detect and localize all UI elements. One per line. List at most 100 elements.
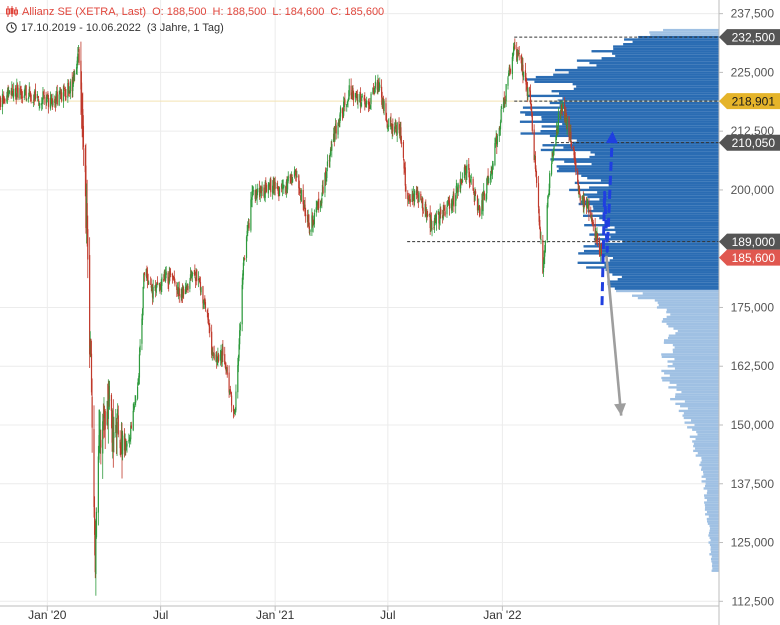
volume-profile-bar <box>672 348 719 351</box>
volume-profile-bar <box>710 557 719 561</box>
candle-body <box>298 187 301 190</box>
range-header: 17.10.2019 - 10.06.2022 (3 Jahre, 1 Tag) <box>6 22 230 34</box>
candle-body <box>347 99 349 102</box>
candle-body <box>277 186 279 190</box>
candle-body <box>529 90 532 104</box>
volume-profile-bar <box>701 475 719 478</box>
candle-body <box>23 95 25 98</box>
candle-body <box>389 118 391 127</box>
volume-profile-bar <box>608 221 719 225</box>
candle-body <box>177 288 179 297</box>
candle-body <box>19 88 21 99</box>
open-value: O: 188,500 <box>152 6 207 18</box>
candle-body <box>391 126 393 132</box>
candle-body <box>409 199 411 203</box>
candle-body <box>130 425 132 429</box>
candle-body <box>434 217 436 219</box>
candle-body <box>433 217 436 226</box>
candle-body <box>187 285 189 291</box>
candle-body <box>507 77 509 86</box>
candle-body <box>41 102 43 106</box>
candle-body <box>339 107 342 117</box>
candle-body <box>516 50 518 62</box>
volume-profile-bar <box>704 494 719 497</box>
candle-body <box>316 202 318 209</box>
candle-body <box>125 445 127 447</box>
candle-body <box>199 281 202 291</box>
volume-profile-bar <box>675 395 719 398</box>
volume-profile-bar <box>708 541 719 544</box>
volume-profile-bar <box>593 238 719 241</box>
volume-profile-bar <box>591 162 719 166</box>
candle-body <box>43 95 45 99</box>
candle-body <box>366 100 368 105</box>
candle-body <box>178 287 180 295</box>
candle-body <box>8 92 10 97</box>
candle-body <box>293 171 296 177</box>
volume-profile-bar <box>613 45 719 48</box>
candle-body <box>548 189 550 195</box>
candle-body <box>94 507 96 535</box>
candle-body <box>464 166 466 168</box>
volume-profile-bar <box>569 188 719 192</box>
range-span: (3 Jahre, 1 Tag) <box>146 22 224 34</box>
volume-profile-bar <box>589 186 719 189</box>
volume-profile-bar <box>661 376 719 380</box>
volume-profile-bar <box>594 242 719 246</box>
candle-body <box>117 409 119 416</box>
volume-profile-bar <box>605 268 719 272</box>
candle-body <box>346 104 348 108</box>
candle-body <box>308 214 310 226</box>
candle-body <box>98 435 100 460</box>
candle-body <box>339 114 341 124</box>
candle-body <box>504 99 507 101</box>
candle-body <box>527 87 529 97</box>
candle-body <box>260 190 263 193</box>
candle-body <box>387 127 389 130</box>
candle-body <box>4 99 6 101</box>
candle-body <box>239 330 241 345</box>
volume-profile-bar <box>599 247 719 250</box>
candle-body <box>251 191 253 201</box>
low-value: L: 184,600 <box>272 6 325 18</box>
volume-profile-bar <box>708 515 719 518</box>
candle-body <box>261 186 263 192</box>
candle-body <box>304 204 306 217</box>
candle-body <box>453 193 455 207</box>
candle-body <box>346 102 348 105</box>
candle-body <box>479 208 481 216</box>
candle-body <box>38 102 40 104</box>
candle-body <box>359 92 362 107</box>
volume-profile-bar <box>589 61 719 65</box>
volume-profile-bar <box>712 562 719 565</box>
candle-body <box>326 168 328 178</box>
volume-profile-bar <box>558 92 719 95</box>
candle-body <box>82 125 85 148</box>
candle-body <box>334 123 337 134</box>
candle-body <box>395 131 398 134</box>
candle-body <box>426 212 428 214</box>
candle-body <box>472 179 474 191</box>
candle-body <box>212 351 214 353</box>
candle-body <box>376 82 378 90</box>
candle-body <box>476 195 479 211</box>
candle-body <box>85 165 87 229</box>
volume-profile-bar <box>587 195 719 199</box>
volume-profile-bar <box>572 141 719 145</box>
candle-body <box>407 192 409 200</box>
candle-body <box>42 91 44 101</box>
candle-body <box>244 258 246 260</box>
candle-body <box>133 406 135 412</box>
volume-profile-bar <box>662 318 719 321</box>
volume-profile-bar <box>708 534 719 537</box>
candle-body <box>130 425 132 440</box>
volume-profile-bar <box>708 531 719 535</box>
candle-body <box>311 215 313 232</box>
candle-body <box>194 271 196 276</box>
volume-profile-bar <box>666 310 719 314</box>
candle-body <box>121 431 123 454</box>
volume-profile-bar <box>577 261 719 264</box>
candle-body <box>286 181 288 190</box>
candle-body <box>394 122 396 129</box>
